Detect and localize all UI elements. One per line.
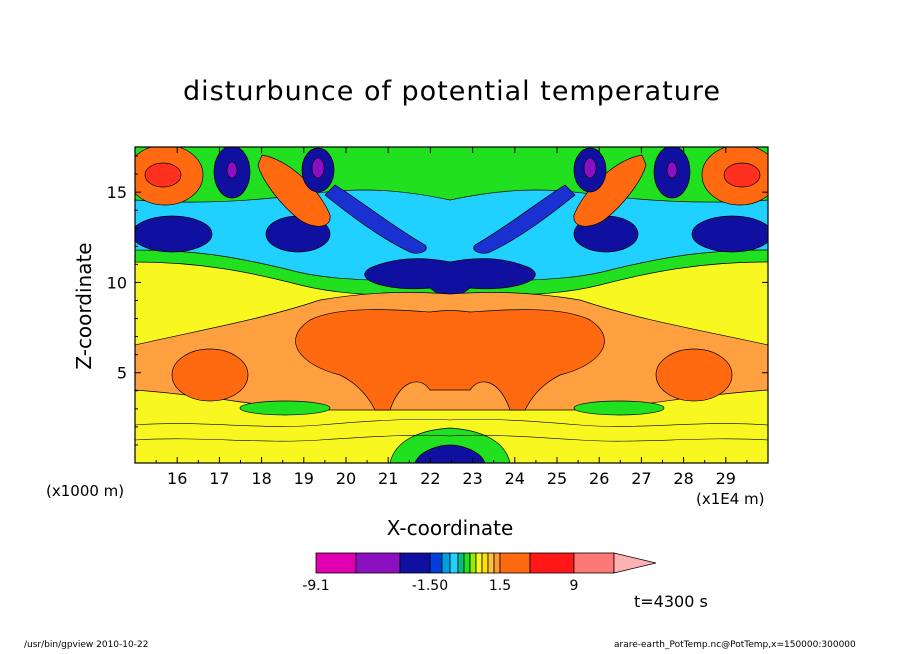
contour-blue-arm-left: [324, 184, 427, 254]
colorbar-swatch: [399, 552, 431, 574]
y-axis-label: Z-coordinate: [72, 242, 96, 370]
colorbar-swatch: [493, 552, 501, 574]
x-tick-label: 19: [294, 469, 314, 488]
colorbar-swatch: [499, 552, 531, 574]
contour-blue-right: [691, 215, 768, 253]
x-unit-left: (x1000 m): [46, 482, 125, 500]
contour-orange-butterfly: [295, 309, 605, 411]
x-tick-label: 23: [462, 469, 482, 488]
x-tick-label: 29: [716, 469, 736, 488]
contour-purple-top-left: [226, 161, 238, 179]
colorbar-swatch: [457, 552, 465, 574]
contour-purple-top-right: [666, 161, 678, 179]
footer-right: arare-earth_PotTemp.nc@PotTemp,x=150000:…: [614, 640, 856, 650]
colorbar-arrow: [613, 552, 657, 574]
colorbar-swatch: [487, 552, 495, 574]
colorbar-label: -9.1: [302, 578, 329, 594]
contour-central-blue: [364, 258, 536, 298]
contour-line-lower: [135, 418, 768, 427]
contour-purple-top-inner-right: [583, 157, 597, 179]
contour-orange-wing-left: [257, 154, 331, 227]
contour-orange-lower-left: [171, 348, 249, 402]
colorbar-label: -1.50: [412, 578, 448, 594]
x-tick-label: 26: [589, 469, 609, 488]
x-unit-right: (x1E4 m): [696, 490, 765, 508]
contour-orange-lower-right: [655, 348, 733, 402]
contour-red-corner-right: [723, 162, 761, 188]
y-tick-label: 10: [107, 273, 127, 292]
colorbar-swatch: [463, 552, 471, 574]
contour-green-lower-right: [573, 400, 665, 416]
colorbar-swatch: [355, 552, 401, 574]
x-tick-label: 16: [167, 469, 187, 488]
y-ticks: 5 10 15: [107, 155, 768, 446]
x-tick-label: 22: [420, 469, 440, 488]
x-tick-label: 21: [378, 469, 398, 488]
colorbar-swatch: [315, 552, 357, 574]
colorbar-swatch: [475, 552, 483, 574]
colorbar-swatch: [449, 552, 459, 574]
colorbar-swatch: [469, 552, 477, 574]
colorbar-swatch: [441, 552, 451, 574]
x-tick-label: 24: [505, 469, 525, 488]
colorbar-swatch: [481, 552, 489, 574]
x-tick-label: 28: [673, 469, 693, 488]
colorbar-swatch: [429, 552, 443, 574]
x-tick-label: 18: [251, 469, 271, 488]
colorbar-label: 9: [570, 578, 579, 594]
x-tick-label: 17: [209, 469, 229, 488]
time-label: t=4300 s: [634, 592, 708, 611]
contour-blue-bottom-center: [414, 444, 486, 463]
footer-left: /usr/bin/gpview 2010-10-22: [24, 640, 149, 650]
y-tick-label: 5: [117, 364, 127, 383]
x-tick-label: 27: [631, 469, 651, 488]
x-tick-label: 20: [336, 469, 356, 488]
colorbar-label: 1.5: [489, 578, 511, 594]
contour-line-lower-2: [135, 434, 768, 442]
colorbar: -9.1 -1.50 1.5 9: [302, 552, 657, 594]
x-axis-label: X-coordinate: [386, 516, 514, 540]
plot-area: [135, 147, 768, 463]
contour-green-lower-left: [239, 400, 331, 416]
colorbar-swatch: [529, 552, 575, 574]
contour-blue-left: [135, 215, 213, 253]
chart-title: disturbunce of potential temperature: [183, 76, 721, 107]
contour-red-corner-left: [144, 162, 182, 188]
contour-purple-top-inner-left: [311, 157, 325, 179]
y-tick-label: 15: [107, 183, 127, 202]
x-ticks: 16 17 18 19 20 21 22 23 24 25 26 27 28 29: [155, 147, 748, 488]
contour-blue-arm-right: [473, 184, 576, 254]
x-tick-label: 25: [547, 469, 567, 488]
colorbar-swatch: [573, 552, 615, 574]
